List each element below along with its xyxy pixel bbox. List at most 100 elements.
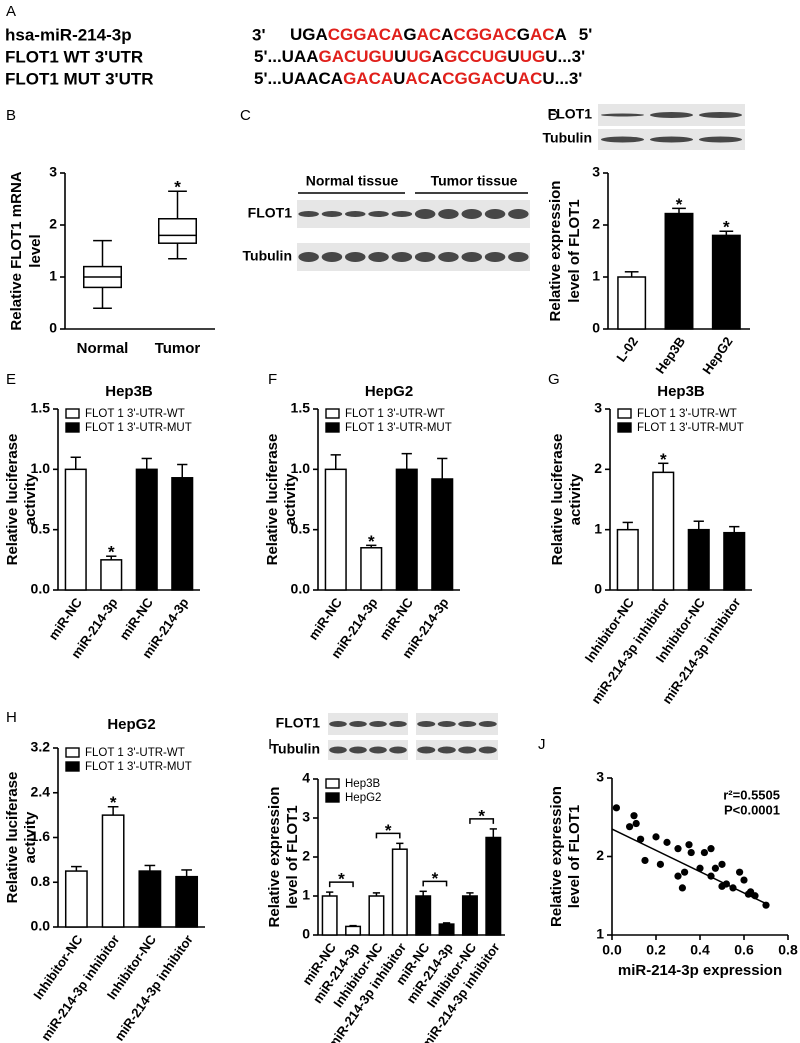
blot (328, 713, 408, 735)
significance: * (723, 218, 730, 237)
y-axis-label: Relative FLOT1 mRNA (8, 171, 25, 330)
sequence-segment: G (517, 25, 530, 44)
x-tick-label: 0.8 (778, 942, 798, 958)
point (740, 876, 748, 884)
bar (431, 478, 454, 591)
blot-band (649, 112, 694, 118)
legend-label: Hep3B (345, 778, 380, 790)
y-tick-label: 1.5 (31, 400, 51, 416)
point (612, 804, 621, 812)
x-tick-label: Hep3B (652, 334, 688, 376)
bar (438, 923, 455, 936)
sequence-segment: AC (530, 25, 555, 44)
sequence-name: FLOT1 MUT 3'UTR (5, 69, 154, 88)
blot-band (508, 209, 529, 219)
legend-label: FLOT 1 3'-UTR-WT (637, 408, 737, 420)
blot-band (329, 721, 347, 727)
sequence-segment: UG (406, 47, 432, 66)
bar (415, 895, 432, 936)
box (158, 218, 197, 244)
point (707, 872, 715, 880)
y-tick-label: 0.0 (31, 918, 51, 934)
y-tick-label: 4 (302, 770, 310, 786)
annotation: r²=0.5505 (723, 787, 780, 802)
blot-band (458, 746, 477, 754)
y-tick-label: 1.5 (291, 400, 311, 416)
sequence-segment: AC (417, 25, 442, 44)
sequence-segment: GACA (343, 69, 393, 88)
bar (723, 531, 746, 591)
y-tick-label: 0.8 (31, 873, 51, 889)
point (707, 845, 715, 853)
point (674, 872, 682, 880)
sequence-segment: G (403, 25, 416, 44)
blot-row-label: FLOT1 (248, 205, 293, 221)
legend-label: FLOT 1 3'-UTR-MUT (345, 422, 452, 434)
sequence-segment: CGGAC (442, 69, 505, 88)
blot-band (600, 136, 645, 143)
blot-row-label: Tubulin (271, 741, 321, 757)
blot-band (369, 746, 387, 754)
blot-band (368, 252, 389, 262)
blot-band (414, 209, 436, 219)
chart-title: Hep3B (657, 383, 705, 400)
point (674, 845, 682, 853)
y-tick-label: 3 (596, 769, 604, 785)
blot-band (349, 721, 367, 727)
chart-title: HepG2 (107, 716, 155, 733)
bar (101, 814, 125, 928)
panel-label: D (548, 107, 559, 124)
legend-swatch (65, 408, 80, 419)
bar (711, 234, 741, 330)
point (711, 864, 720, 872)
point (656, 860, 665, 868)
significance: * (338, 870, 345, 889)
legend-swatch (617, 408, 632, 419)
panel-label: J (538, 736, 546, 753)
bar (391, 848, 408, 936)
blot-band (698, 136, 743, 143)
panel-label: E (6, 371, 16, 388)
blot (416, 713, 498, 735)
legend-swatch (325, 422, 340, 433)
blot-band (321, 252, 343, 262)
bar (461, 895, 478, 936)
bar (485, 836, 502, 936)
legend-label: FLOT 1 3'-UTR-WT (85, 747, 185, 759)
bar (135, 468, 158, 591)
sequence-segment: 5'...UAA (254, 47, 319, 66)
point (722, 880, 731, 888)
blot-band (698, 112, 743, 118)
x-tick-label: 0.2 (646, 942, 666, 958)
sequence-segment: U...3' (542, 69, 582, 88)
blot-band (437, 746, 456, 754)
y-axis-label: Relative luciferase (4, 772, 21, 904)
y-tick-label: 1 (594, 520, 602, 536)
y-axis-label: level of FLOT1 (566, 805, 583, 908)
sequence-segment: U (507, 47, 519, 66)
sequence-segment: CGGACA (328, 25, 404, 44)
sequence-end: 3' (252, 25, 266, 44)
significance: * (676, 195, 683, 214)
y-axis-label: level of FLOT1 (284, 805, 301, 908)
blot-band (458, 721, 477, 727)
y-tick-label: 3.2 (31, 739, 51, 755)
sequence-segment: UG (520, 47, 546, 66)
sequence-segment: U (394, 47, 406, 66)
y-tick-label: 1 (592, 268, 600, 284)
blot (416, 740, 498, 760)
significance: * (368, 532, 375, 551)
legend-swatch (65, 747, 80, 758)
significance-bracket (328, 881, 354, 888)
y-axis-label: Relative luciferase (264, 434, 281, 566)
x-tick-label: 0.6 (734, 942, 754, 958)
sequence-segment: A (441, 25, 453, 44)
blot-band (391, 211, 413, 217)
blot-band (389, 746, 407, 754)
y-tick-label: 0 (592, 320, 600, 336)
legend-swatch (325, 408, 340, 419)
blot-band (321, 211, 343, 217)
legend-swatch (325, 778, 340, 789)
bar (360, 547, 383, 591)
